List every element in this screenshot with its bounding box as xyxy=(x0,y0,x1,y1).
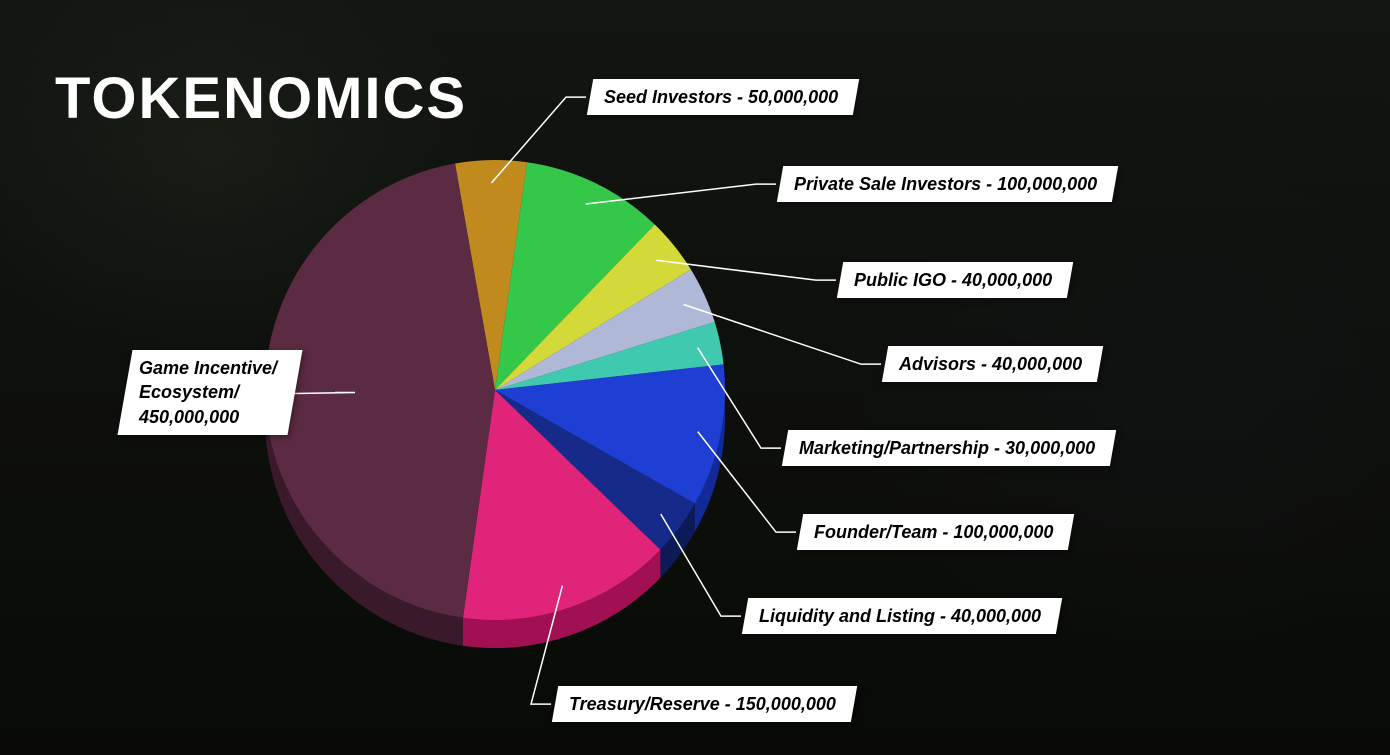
page-title: TOKENOMICS xyxy=(55,65,467,132)
